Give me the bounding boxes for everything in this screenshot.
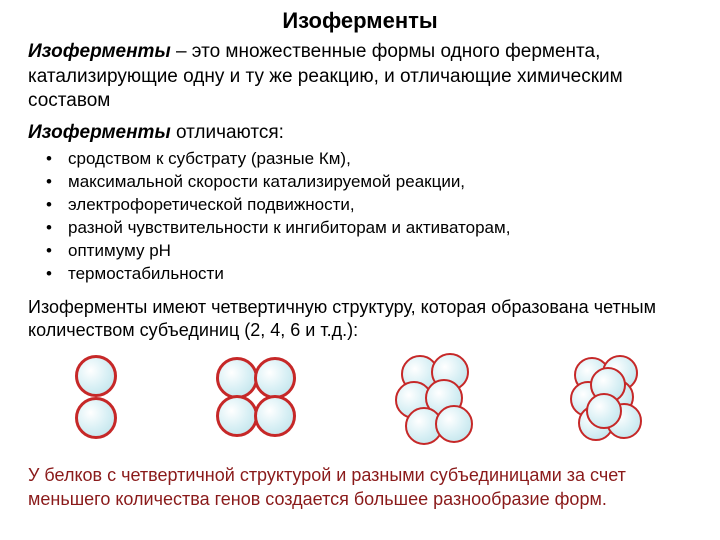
subhead-body: отличаются: — [171, 122, 284, 143]
subhead-term: Изоферменты — [28, 122, 171, 143]
molecule-diagram-row — [28, 350, 692, 450]
definition-paragraph: Изоферменты – это множественные формы од… — [28, 40, 692, 114]
molecule-6-subunits — [395, 351, 477, 449]
subunit-circle — [75, 397, 117, 439]
list-item: оптимуму рН — [46, 240, 692, 263]
subunit-circle — [216, 357, 258, 399]
molecule-2-subunits — [75, 355, 123, 445]
definition-term: Изоферменты — [28, 41, 171, 62]
subunit-circle — [435, 405, 473, 443]
subheading: Изоферменты отличаются: — [28, 122, 692, 144]
structure-description: Изоферменты имеют четвертичную структуру… — [28, 296, 692, 343]
footer-paragraph: У белков с четвертичной структурой и раз… — [28, 464, 692, 511]
list-item: электрофоретической подвижности, — [46, 194, 692, 217]
subunit-circle — [586, 393, 622, 429]
bullet-list: сродством к субстрату (разные Км), макси… — [46, 148, 692, 286]
list-item: разной чувствительности к ингибиторам и … — [46, 217, 692, 240]
list-item: сродством к субстрату (разные Км), — [46, 148, 692, 171]
subunit-circle — [75, 355, 117, 397]
list-item: термостабильности — [46, 263, 692, 286]
subunit-circle — [254, 357, 296, 399]
molecule-8-subunits — [570, 355, 646, 445]
subunit-circle — [216, 395, 258, 437]
subunit-circle — [254, 395, 296, 437]
molecule-4-subunits — [216, 357, 302, 443]
list-item: максимальной скорости катализируемой реа… — [46, 171, 692, 194]
page-title: Изоферменты — [28, 8, 692, 34]
